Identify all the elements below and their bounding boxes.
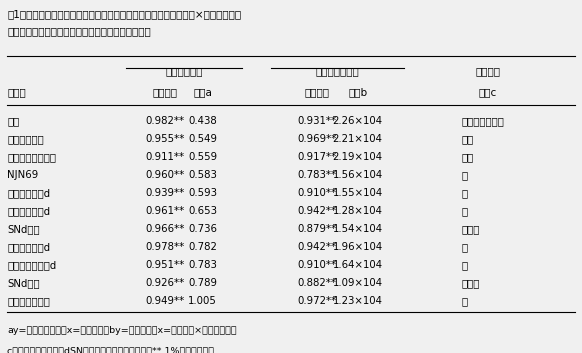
Text: 1.56×104: 1.56×104 bbox=[332, 170, 383, 180]
Text: 少～中: 少～中 bbox=[462, 224, 480, 234]
Text: 0.949**: 0.949** bbox=[146, 296, 184, 306]
Text: 1.23×104: 1.23×104 bbox=[332, 296, 382, 306]
Text: 0.736: 0.736 bbox=[188, 224, 217, 234]
Text: 0.549: 0.549 bbox=[188, 134, 217, 144]
Text: 相関係数: 相関係数 bbox=[304, 87, 329, 97]
Text: 傾きb: 傾きb bbox=[348, 87, 367, 97]
Text: 1.96×104: 1.96×104 bbox=[332, 242, 383, 252]
Text: 外果皮細胞径: 外果皮細胞径 bbox=[165, 66, 203, 76]
Text: フレーバートップ: フレーバートップ bbox=[7, 152, 56, 162]
Text: ビラジカレットd: ビラジカレットd bbox=[7, 260, 56, 270]
Text: 0.955**: 0.955** bbox=[146, 134, 184, 144]
Text: 0.960**: 0.960** bbox=[146, 170, 184, 180]
Text: SNd黎明: SNd黎明 bbox=[7, 278, 40, 288]
Text: 2.19×104: 2.19×104 bbox=[332, 152, 383, 162]
Text: 少: 少 bbox=[462, 170, 468, 180]
Text: 少: 少 bbox=[462, 188, 468, 198]
Text: 1.005: 1.005 bbox=[188, 296, 217, 306]
Text: 2.21×104: 2.21×104 bbox=[332, 134, 382, 144]
Text: 0.559: 0.559 bbox=[188, 152, 217, 162]
Text: 0.917**: 0.917** bbox=[297, 152, 337, 162]
Text: 中: 中 bbox=[462, 242, 468, 252]
Text: 表1　ネクタリン品種の果実側径と赤道部外果皮細胞径、果実側径×縦径の逆数と: 表1 ネクタリン品種の果実側径と赤道部外果皮細胞径、果実側径×縦径の逆数と bbox=[7, 10, 242, 19]
Text: 0.972**: 0.972** bbox=[297, 296, 337, 306]
Text: 0.882**: 0.882** bbox=[297, 278, 336, 288]
Text: 少（肌荒れ多）: 少（肌荒れ多） bbox=[462, 116, 505, 126]
Text: 0.961**: 0.961** bbox=[146, 206, 184, 216]
Text: ay=外果皮細胞径、x=果実側径。by=気孔密度、x=果実側径×縦径の逆数。: ay=外果皮細胞径、x=果実側径。by=気孔密度、x=果実側径×縦径の逆数。 bbox=[7, 326, 237, 335]
Text: 0.782: 0.782 bbox=[188, 242, 217, 252]
Text: 赤道部気孔密度の相関係数と回帰直線の傾き: 赤道部気孔密度の相関係数と回帰直線の傾き bbox=[7, 26, 151, 36]
Text: 0.438: 0.438 bbox=[189, 116, 217, 126]
Text: 0.783: 0.783 bbox=[188, 260, 217, 270]
Text: 0.969**: 0.969** bbox=[297, 134, 337, 144]
Text: 0.931**: 0.931** bbox=[297, 116, 336, 126]
Text: 裂果発生: 裂果発生 bbox=[475, 66, 501, 76]
Text: 0.926**: 0.926** bbox=[146, 278, 184, 288]
Text: 程度c: 程度c bbox=[479, 87, 497, 97]
Text: 1.64×104: 1.64×104 bbox=[332, 260, 383, 270]
Text: ファンタジア: ファンタジア bbox=[7, 134, 44, 144]
Text: 0.942**: 0.942** bbox=[297, 206, 336, 216]
Text: 0.593: 0.593 bbox=[188, 188, 217, 198]
Text: 傾きa: 傾きa bbox=[193, 87, 212, 97]
Text: 少～中: 少～中 bbox=[462, 278, 480, 288]
Text: 0.982**: 0.982** bbox=[146, 116, 184, 126]
Text: 0.939**: 0.939** bbox=[146, 188, 184, 198]
Text: SNd晶光: SNd晶光 bbox=[7, 224, 40, 234]
Text: 0.783**: 0.783** bbox=[297, 170, 336, 180]
Text: 多: 多 bbox=[462, 296, 468, 306]
Text: 0.966**: 0.966** bbox=[146, 224, 184, 234]
Text: 2.26×104: 2.26×104 bbox=[332, 116, 383, 126]
Text: 極少: 極少 bbox=[462, 134, 474, 144]
Text: 1.28×104: 1.28×104 bbox=[332, 206, 382, 216]
Text: 0.583: 0.583 bbox=[188, 170, 217, 180]
Text: 中: 中 bbox=[462, 206, 468, 216]
Text: 早生ネクタリン: 早生ネクタリン bbox=[7, 296, 50, 306]
Text: 0.951**: 0.951** bbox=[146, 260, 184, 270]
Text: 1.55×104: 1.55×104 bbox=[332, 188, 383, 198]
Text: 0.879**: 0.879** bbox=[297, 224, 337, 234]
Text: 外果皮気孔密度: 外果皮気孔密度 bbox=[315, 66, 359, 76]
Text: 0.789: 0.789 bbox=[188, 278, 217, 288]
Text: 秀峰: 秀峰 bbox=[7, 116, 19, 126]
Text: 0.910**: 0.910** bbox=[297, 188, 336, 198]
Text: 1.09×104: 1.09×104 bbox=[332, 278, 383, 288]
Text: 0.910**: 0.910** bbox=[297, 260, 336, 270]
Text: c文献の記述による。dSN：スイートネクタリン。　** 1%水準で有意。: c文献の記述による。dSN：スイートネクタリン。 ** 1%水準で有意。 bbox=[7, 346, 214, 353]
Text: 0.978**: 0.978** bbox=[146, 242, 184, 252]
Text: 中: 中 bbox=[462, 260, 468, 270]
Text: NJN69: NJN69 bbox=[7, 170, 38, 180]
Text: 極少: 極少 bbox=[462, 152, 474, 162]
Text: 品　種: 品 種 bbox=[7, 87, 26, 97]
Text: シズクレットd: シズクレットd bbox=[7, 242, 50, 252]
Text: 1.54×104: 1.54×104 bbox=[332, 224, 383, 234]
Text: ビタチレットd: ビタチレットd bbox=[7, 188, 50, 198]
Text: 相関係数: 相関係数 bbox=[152, 87, 178, 97]
Text: 0.911**: 0.911** bbox=[146, 152, 184, 162]
Text: チヨタレットd: チヨタレットd bbox=[7, 206, 50, 216]
Text: 0.653: 0.653 bbox=[188, 206, 217, 216]
Text: 0.942**: 0.942** bbox=[297, 242, 336, 252]
